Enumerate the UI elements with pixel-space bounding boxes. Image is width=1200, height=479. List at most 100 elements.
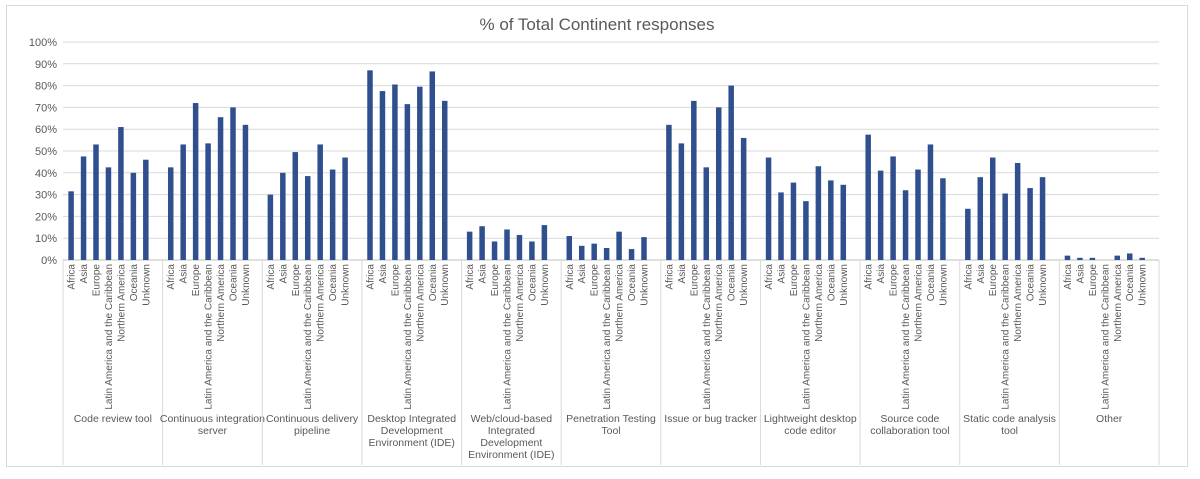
bar [118, 127, 124, 261]
x-group-label: Lightweight desktop code editor [764, 413, 857, 437]
bar [93, 144, 99, 260]
y-tick-label: 0% [41, 255, 57, 267]
x-group-label: Source code collaboration tool [870, 413, 949, 437]
x-category-label: Oceania [1125, 264, 1136, 302]
bar [491, 241, 498, 260]
bar [130, 172, 137, 260]
x-category-label: Latin America and the Caribbean [204, 264, 215, 410]
x-category-label: Asia [278, 264, 289, 284]
x-group-label: Issue or bug tracker [664, 413, 757, 425]
bar [541, 225, 548, 260]
bar [167, 167, 174, 260]
x-category-label: Northern America [1113, 264, 1124, 342]
x-category-label: Unknown [141, 264, 152, 306]
x-category-label: Unknown [440, 264, 451, 306]
x-category-label: Asia [179, 264, 190, 284]
bars [68, 70, 1145, 261]
x-category-label: Europe [490, 264, 501, 297]
bar [304, 176, 311, 260]
bar [715, 107, 722, 261]
x-category-label: Asia [777, 264, 788, 284]
x-category-label: Oceania [428, 264, 439, 302]
bar [977, 177, 984, 260]
x-category-label: Europe [889, 264, 900, 297]
bar [1014, 162, 1021, 260]
x-category-label: Unknown [540, 264, 551, 306]
x-category-label: Europe [789, 264, 800, 297]
x-category-label: Europe [291, 264, 302, 297]
x-group-label-line: Development [381, 425, 443, 437]
bar [516, 234, 523, 260]
x-category-label: Africa [465, 264, 476, 290]
bar [280, 172, 286, 260]
x-category-label: Latin America and the Caribbean [1001, 264, 1012, 410]
x-group-label-line: Environment (IDE) [369, 437, 455, 449]
y-tick-label: 100% [29, 37, 57, 49]
chart-title: % of Total Continent responses [480, 15, 715, 34]
x-group-label-line: Code review tool [74, 413, 152, 425]
bar [765, 157, 772, 260]
x-group-label-line: Web/cloud-based [471, 413, 553, 425]
x-group-label-line: Lightweight desktop [764, 413, 857, 425]
bar [143, 159, 149, 260]
x-category-label: Northern America [1013, 264, 1024, 342]
x-category-label: Latin America and the Caribbean [503, 264, 514, 410]
bar [404, 104, 411, 260]
bar [703, 167, 710, 260]
x-category-label: Northern America [216, 264, 227, 342]
bar [628, 249, 635, 260]
bar [105, 167, 112, 260]
x-category-label: Europe [92, 264, 103, 297]
y-tick-label: 80% [35, 81, 57, 93]
bar [1114, 255, 1121, 260]
bar [441, 100, 448, 260]
y-tick-label: 60% [35, 124, 57, 136]
bar [915, 169, 921, 260]
bar [1064, 255, 1071, 260]
x-category-label: Africa [565, 264, 576, 290]
x-category-label: Asia [976, 264, 987, 284]
bar [479, 226, 485, 260]
x-category-label: Europe [191, 264, 202, 297]
x-category-label: Europe [590, 264, 601, 297]
bar [379, 91, 386, 260]
x-category-label: Oceania [727, 264, 738, 302]
x-category-label: Asia [876, 264, 887, 284]
x-group-label: Other [1096, 413, 1123, 425]
bar [728, 85, 734, 260]
bar [840, 184, 847, 260]
x-category-label: Asia [478, 264, 489, 284]
bar [417, 86, 423, 260]
x-category-label: Oceania [527, 264, 538, 302]
bar [529, 241, 535, 260]
x-category-label: Asia [378, 264, 389, 284]
x-category-label: Africa [963, 264, 974, 290]
x-group-label: Code review tool [74, 413, 152, 425]
bar [429, 71, 436, 261]
x-group-label: Desktop Integrated Development Environment… [367, 413, 456, 449]
x-group-label: Static code analysis tool [963, 413, 1056, 437]
y-axis-ticks: 0% 10% 20% 30% 40% 50% 60% 70% 80% 90% 100% [29, 37, 57, 267]
bar [965, 208, 971, 260]
bar [180, 144, 186, 260]
x-category-label: Unknown [938, 264, 949, 306]
x-category-label: Europe [689, 264, 700, 297]
x-category-label: Latin America and the Caribbean [602, 264, 613, 410]
bar [80, 156, 87, 260]
x-group-label-line: Development [480, 437, 542, 449]
y-tick-label: 50% [35, 146, 57, 158]
x-category-label: Europe [1088, 264, 1099, 297]
bar [267, 194, 274, 260]
x-category-label: Africa [1063, 264, 1074, 290]
y-tick-label: 30% [35, 190, 57, 202]
y-tick-label: 10% [35, 233, 57, 245]
x-category-label: Europe [988, 264, 999, 297]
x-category-label: Northern America [914, 264, 925, 342]
bar [803, 201, 809, 260]
bar [691, 100, 697, 260]
bar [666, 124, 672, 260]
x-group-label-line: Desktop Integrated [367, 413, 456, 425]
bar [504, 229, 510, 260]
x-group-label-line: pipeline [294, 425, 330, 437]
x-category-label: Asia [677, 264, 688, 284]
